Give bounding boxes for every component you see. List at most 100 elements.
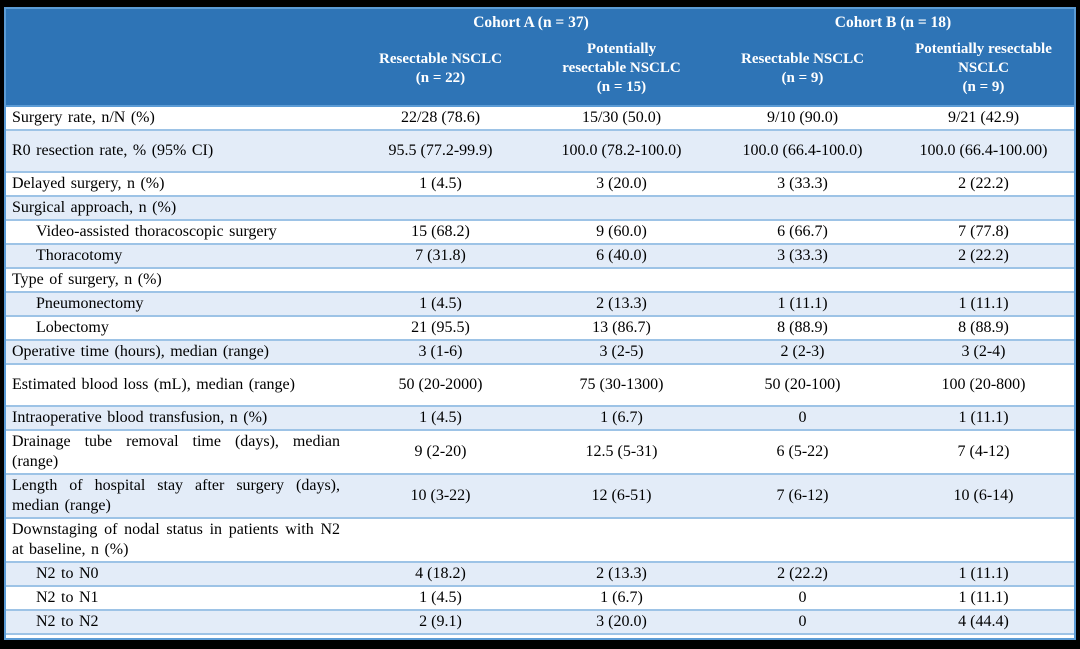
row-label: N2 to N0 bbox=[36, 565, 99, 582]
cell-value: 1 (11.1) bbox=[958, 409, 1009, 426]
table-row: Video-assisted thoracoscopic surgery 15 (… bbox=[6, 221, 1074, 245]
cell-value bbox=[712, 519, 893, 561]
table-header: Cohort A (n = 37) Cohort B (n = 18) Rese… bbox=[6, 9, 1074, 107]
cell-value: 1 (11.1) bbox=[958, 565, 1009, 582]
cell-value: 7 (6-12) bbox=[776, 487, 829, 504]
cell-value bbox=[531, 197, 712, 219]
cohort-b-header: Cohort B (n = 18) bbox=[834, 13, 952, 31]
column-header-n: (n = 9) bbox=[781, 69, 824, 86]
table-row: Delayed surgery, n (%) 1 (4.5) 3 (20.0) 3 (… bbox=[6, 173, 1074, 197]
table-row: Drainage tube removal time (days), media… bbox=[6, 431, 1074, 475]
cell-value: 3 (20.0) bbox=[596, 613, 647, 630]
row-label: Thoracotomy bbox=[36, 247, 123, 264]
cell-value: 4 (44.4) bbox=[958, 613, 1009, 630]
cell-value: 3 (33.3) bbox=[777, 175, 828, 192]
cell-value: 8 (88.9) bbox=[958, 319, 1009, 336]
cell-value: 0 bbox=[798, 613, 807, 630]
cell-value: 9 (2-20) bbox=[414, 443, 467, 460]
row-label: R0 resection rate, % (95% CI) bbox=[12, 142, 214, 159]
cell-value: 3 (33.3) bbox=[777, 247, 828, 264]
column-header-row: Resectable NSCLC (n = 22) Potentially re… bbox=[6, 36, 1074, 105]
table-row: Type of surgery, n (%) bbox=[6, 269, 1074, 293]
cell-value: 50 (20-2000) bbox=[398, 376, 483, 393]
cell-value: 10 (6-14) bbox=[953, 487, 1014, 504]
cell-value bbox=[893, 519, 1074, 561]
row-label: Type of surgery, n (%) bbox=[12, 271, 162, 288]
cell-value: 3 (2-5) bbox=[599, 343, 644, 360]
table-row: Lobectomy 21 (95.5) 13 (86.7) 8 (88.9) 8 (88… bbox=[6, 317, 1074, 341]
cell-value: 100.0 (66.4-100.00) bbox=[919, 142, 1048, 159]
column-header-resectable-a: Resectable NSCLC (n = 22) bbox=[350, 50, 531, 88]
row-label: Drainage tube removal time (days), media… bbox=[12, 433, 340, 470]
cell-value: 75 (30-1300) bbox=[579, 376, 664, 393]
column-header-n: (n = 22) bbox=[415, 69, 466, 86]
row-label: Surgical complications, n (%) bbox=[6, 635, 350, 639]
row-label: Estimated blood loss (mL), median (range… bbox=[12, 376, 295, 393]
cell-value: 4 (18.2) bbox=[415, 565, 466, 582]
cell-value: 1 (11.1) bbox=[958, 295, 1009, 312]
row-label: Downstaging of nodal status in patients … bbox=[12, 521, 340, 558]
row-label: Surgical approach, n (%) bbox=[12, 199, 177, 216]
column-header-n: (n = 15) bbox=[596, 79, 647, 95]
table-row: Thoracotomy 7 (31.8) 6 (40.0) 3 (33.3) 2 (22… bbox=[6, 245, 1074, 269]
column-header-resectable-b: Resectable NSCLC (n = 9) bbox=[712, 50, 893, 88]
column-header-n: (n = 9) bbox=[962, 79, 1005, 95]
cell-value bbox=[350, 269, 531, 291]
cell-value: 1 (6.7) bbox=[600, 589, 643, 606]
row-label: Surgery rate, n/N (%) bbox=[12, 109, 155, 126]
cell-value: 6 (40.0) bbox=[596, 247, 647, 264]
table-row: R0 resection rate, % (95% CI) 95.5 (77.2-… bbox=[6, 131, 1074, 173]
cohort-a-header: Cohort A (n = 37) bbox=[473, 13, 589, 31]
table-row: Downstaging of nodal status in patients … bbox=[6, 519, 1074, 563]
cell-value: 1 (11.1) bbox=[777, 295, 828, 312]
cell-value: 1 (11.1) bbox=[958, 589, 1009, 606]
cell-value bbox=[531, 519, 712, 561]
cell-value bbox=[350, 197, 531, 219]
surgical-outcomes-table: Cohort A (n = 37) Cohort B (n = 18) Rese… bbox=[4, 7, 1076, 640]
cell-value: 1 (4.5) bbox=[419, 295, 462, 312]
table-row: Intraoperative blood transfusion, n (%) 1… bbox=[6, 407, 1074, 431]
row-label: Video-assisted thoracoscopic surgery bbox=[36, 223, 277, 240]
row-label: N2 to N2 bbox=[36, 613, 99, 630]
cell-value: 9/21 (42.9) bbox=[947, 109, 1020, 126]
table-row: Surgical approach, n (%) bbox=[6, 197, 1074, 221]
cell-value: 2 (22.2) bbox=[958, 247, 1009, 264]
table-row: Surgical complications, n (%)1 (4.5)3 (2… bbox=[6, 635, 1074, 639]
cell-value: 9/10 (90.0) bbox=[766, 109, 839, 126]
cell-value: 95.5 (77.2-99.9) bbox=[388, 142, 493, 159]
cell-value: 2 (22.2) bbox=[958, 175, 1009, 192]
cell-value: 2 (22.2) bbox=[777, 565, 828, 582]
cell-value: 0 bbox=[712, 635, 893, 639]
cell-value: 3 (2-4) bbox=[961, 343, 1006, 360]
cell-value: 3 (20.0) bbox=[596, 175, 647, 192]
cell-value: 6 (5-22) bbox=[776, 443, 829, 460]
cell-value: 6 (66.7) bbox=[777, 223, 828, 240]
row-label: Intraoperative blood transfusion, n (%) bbox=[12, 409, 268, 426]
row-label: Delayed surgery, n (%) bbox=[12, 175, 165, 192]
cell-value: 15/30 (50.0) bbox=[581, 109, 662, 126]
column-header-label: Potentially resectable NSCLC bbox=[915, 41, 1052, 76]
table-row: Length of hospital stay after surgery (d… bbox=[6, 475, 1074, 519]
cell-value: 3 (20.0) bbox=[531, 635, 712, 639]
cell-value: 7 (31.8) bbox=[415, 247, 466, 264]
column-header-label: Resectable NSCLC bbox=[741, 50, 864, 67]
cell-value: 15 (68.2) bbox=[411, 223, 470, 240]
cell-value: 2 (13.3) bbox=[596, 565, 647, 582]
cell-value: 100.0 (66.4-100.0) bbox=[742, 142, 863, 159]
column-header-label: Potentially resectable NSCLC bbox=[562, 41, 681, 76]
cell-value: 13 (86.7) bbox=[592, 319, 651, 336]
row-label: N2 to N1 bbox=[36, 589, 99, 606]
table-row: N2 to N2 2 (9.1) 3 (20.0) 0 4 (44.4) bbox=[6, 611, 1074, 635]
cell-value: 1 (4.5) bbox=[419, 175, 462, 192]
cell-value: 50 (20-100) bbox=[764, 376, 841, 393]
cell-value: 1 (4.5) bbox=[419, 589, 462, 606]
cell-value: 2 (13.3) bbox=[596, 295, 647, 312]
table-body: Surgery rate, n/N (%) 22/28 (78.6) 15/30 (… bbox=[6, 107, 1074, 639]
cell-value: 2 (2-3) bbox=[780, 343, 825, 360]
cell-value: 0 bbox=[798, 589, 807, 606]
row-label: Lobectomy bbox=[36, 319, 109, 336]
cell-value: 100.0 (78.2-100.0) bbox=[561, 142, 682, 159]
cell-value: 1 (4.5) bbox=[350, 635, 531, 639]
cell-value: 10 (3-22) bbox=[410, 487, 471, 504]
cell-value: 22/28 (78.6) bbox=[400, 109, 481, 126]
